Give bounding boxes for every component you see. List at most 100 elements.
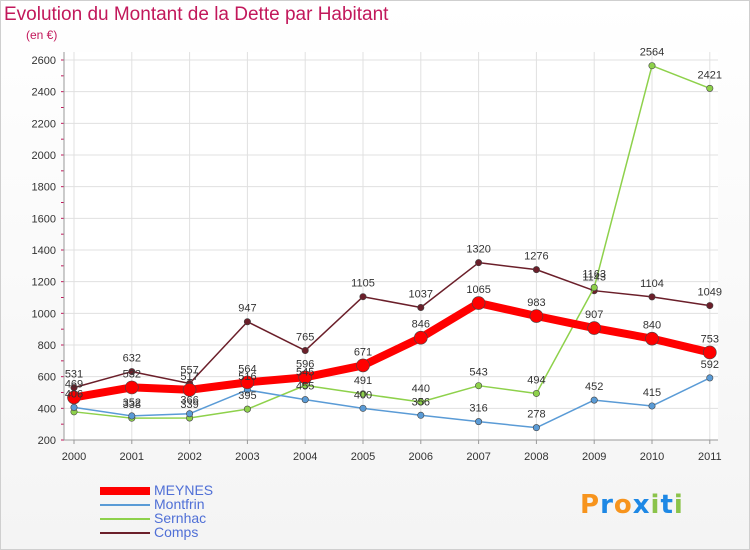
point-sernhac <box>359 390 367 398</box>
data-label-sernhac: 491 <box>354 375 372 387</box>
point-sernhac <box>648 62 656 70</box>
x-tick-label: 2011 <box>698 451 722 463</box>
data-label-montfrin: 406 <box>65 388 83 400</box>
point-meynes <box>125 380 139 395</box>
point-comps <box>417 303 425 311</box>
data-label-montfrin: 516 <box>238 371 256 383</box>
chart-unit: (en €) <box>26 28 58 42</box>
point-montfrin <box>590 396 598 404</box>
data-label-montfrin: 592 <box>701 359 719 371</box>
data-label-sernhac: 494 <box>527 374 545 386</box>
point-meynes <box>413 330 428 345</box>
series-line-montfrin <box>73 377 711 429</box>
data-label-montfrin: 356 <box>412 396 430 408</box>
data-label-comps: 1105 <box>351 278 375 290</box>
data-label-sernhac: 338 <box>123 399 141 411</box>
logo-letter: t <box>660 490 674 520</box>
x-tick-label: 2006 <box>409 451 433 463</box>
data-label-sernhac: 339 <box>180 399 198 411</box>
legend-swatch <box>100 504 150 506</box>
legend-label: Sernhac <box>154 510 207 526</box>
data-label-comps: 1049 <box>698 287 722 299</box>
data-label-montfrin: 278 <box>527 409 545 421</box>
legend-swatch <box>100 532 150 534</box>
y-tick-label: 800 <box>38 340 56 352</box>
point-montfrin <box>70 403 78 411</box>
legend-label: Comps <box>154 524 199 540</box>
point-comps <box>243 318 251 326</box>
data-label-sernhac: 2564 <box>640 47 664 59</box>
data-label-sernhac: 2421 <box>698 69 722 81</box>
data-label-meynes: 517 <box>180 371 198 383</box>
point-meynes <box>587 321 602 335</box>
data-label-montfrin: 366 <box>180 395 198 407</box>
x-tick-label: 2003 <box>235 451 259 463</box>
y-tick-label: 1000 <box>32 308 56 320</box>
point-sernhac <box>243 405 251 413</box>
logo-letter: i <box>650 490 661 520</box>
point-comps <box>706 302 714 310</box>
series-line-sernhac <box>73 64 711 419</box>
point-montfrin <box>475 418 483 426</box>
logo-letter: P <box>580 490 601 520</box>
point-montfrin <box>532 424 540 432</box>
data-label-meynes: 1065 <box>466 284 490 296</box>
point-comps <box>128 368 136 376</box>
data-label-comps: 947 <box>238 303 256 315</box>
x-tick-label: 2010 <box>640 451 664 463</box>
y-tick-label: 2400 <box>32 87 56 99</box>
x-tick-label: 2009 <box>582 451 606 463</box>
x-tick-label: 2005 <box>351 451 375 463</box>
point-sernhac <box>590 284 598 292</box>
data-label-sernhac: 543 <box>469 367 487 379</box>
y-tick-label: 1800 <box>32 182 56 194</box>
data-label-montfrin: 352 <box>123 397 141 409</box>
data-label-montfrin: 455 <box>296 381 314 393</box>
y-tick-label: 1200 <box>32 277 56 289</box>
data-label-montfrin: 400 <box>354 389 372 401</box>
point-montfrin <box>417 411 425 419</box>
data-label-sernhac: 440 <box>412 383 430 395</box>
point-montfrin <box>648 402 656 410</box>
plot-area <box>64 52 718 440</box>
point-montfrin <box>706 374 714 382</box>
data-label-meynes: 532 <box>123 368 141 380</box>
data-label-comps: 1037 <box>409 288 433 300</box>
x-tick-label: 2007 <box>466 451 490 463</box>
y-tick-label: 1600 <box>32 213 56 225</box>
data-label-meynes: 671 <box>354 346 372 358</box>
point-montfrin <box>359 404 367 412</box>
data-label-comps: 1320 <box>466 244 490 256</box>
x-tick-label: 2001 <box>120 451 144 463</box>
data-label-comps: 531 <box>65 369 83 381</box>
data-label-montfrin: 452 <box>585 381 603 393</box>
point-comps <box>648 293 656 301</box>
data-label-comps: 1276 <box>524 251 548 263</box>
legend-label: Montfrin <box>154 496 205 512</box>
point-comps <box>359 293 367 301</box>
data-label-meynes: 753 <box>701 333 719 345</box>
logo-letter: r <box>600 490 614 520</box>
point-meynes <box>645 331 659 346</box>
point-montfrin <box>301 396 309 404</box>
data-label-meynes: 840 <box>643 320 661 332</box>
logo-letter: x <box>632 490 651 520</box>
data-label-comps: 1104 <box>640 278 664 290</box>
y-tick-label: 600 <box>38 372 56 384</box>
y-tick-label: 2600 <box>32 55 56 67</box>
data-label-comps: 557 <box>180 364 198 376</box>
y-tick-label: 2200 <box>32 118 56 130</box>
point-meynes <box>240 375 255 390</box>
point-meynes <box>356 358 370 373</box>
point-meynes <box>471 296 486 310</box>
y-tick-label: 200 <box>38 435 56 447</box>
data-label-comps: 765 <box>296 332 314 344</box>
point-sernhac <box>706 84 714 92</box>
point-sernhac <box>532 389 540 397</box>
point-meynes <box>702 345 717 360</box>
x-tick-label: 2004 <box>293 451 317 463</box>
point-meynes <box>67 390 81 405</box>
point-comps <box>532 266 540 274</box>
legend-label: MEYNES <box>154 482 214 498</box>
